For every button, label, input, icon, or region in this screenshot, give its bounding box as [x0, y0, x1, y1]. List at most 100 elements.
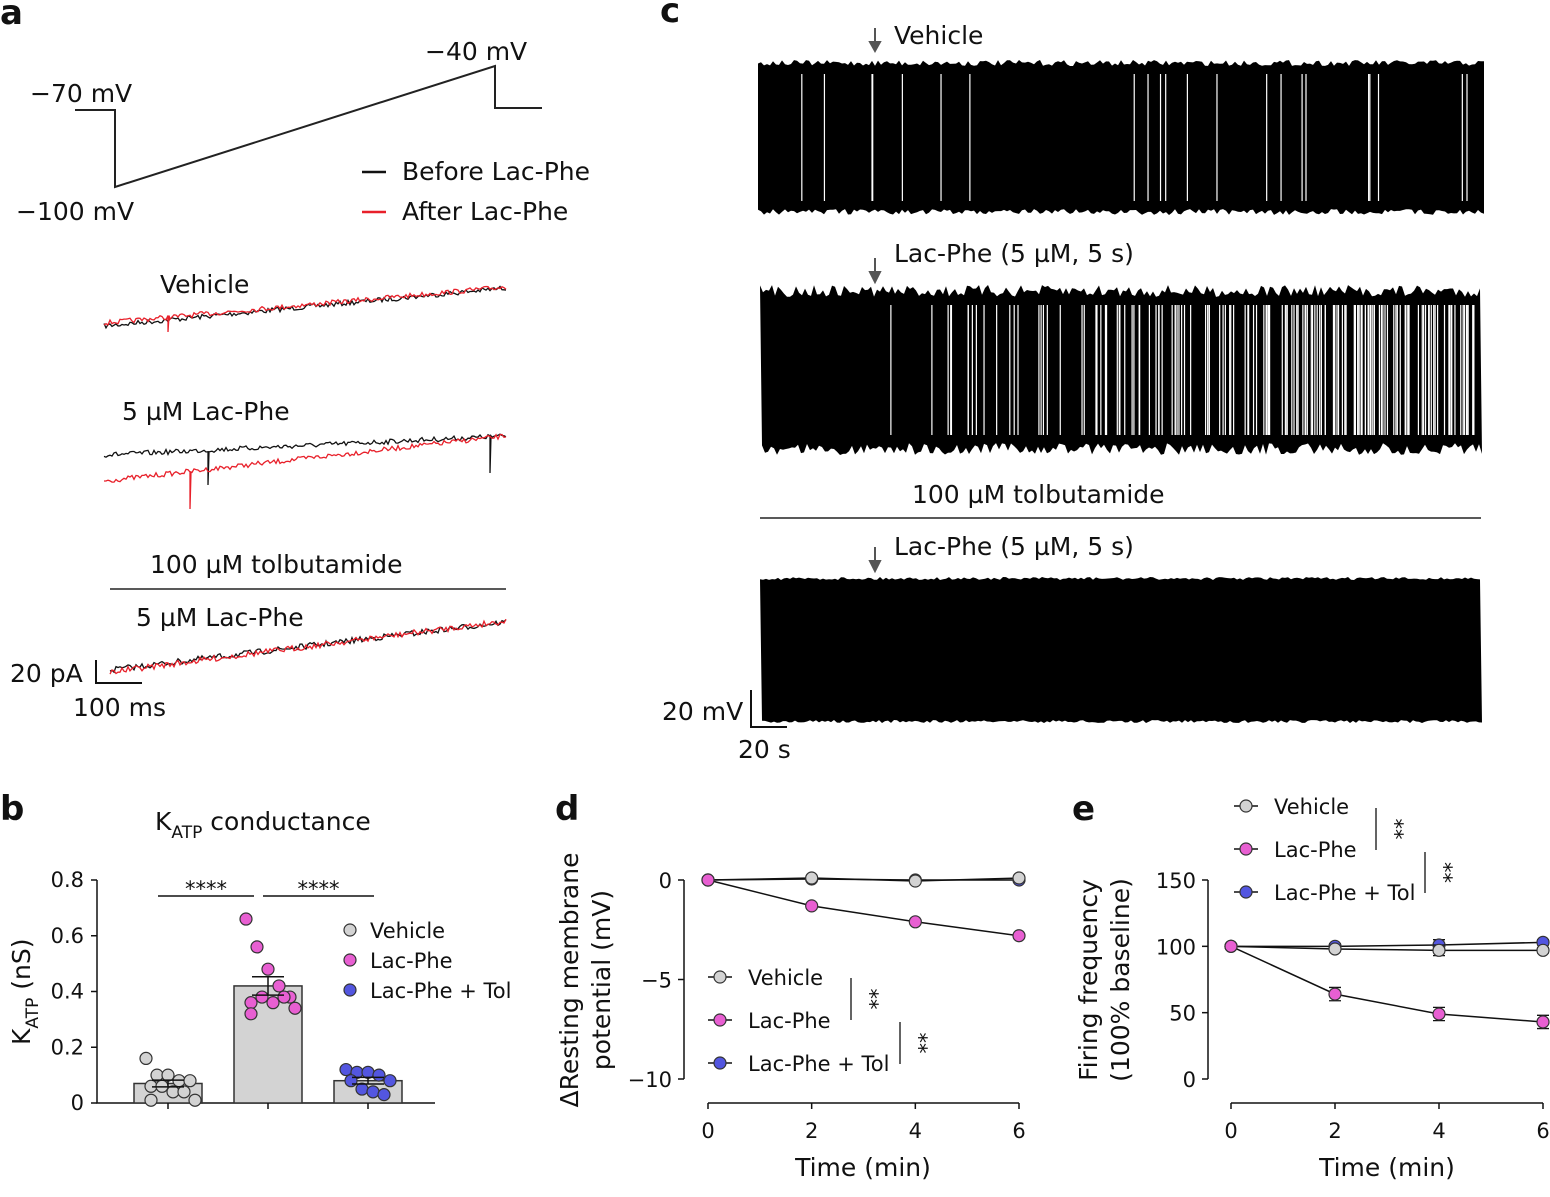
data-point	[239, 912, 253, 926]
y-tick-label: 150	[1156, 869, 1196, 893]
y-tick-label: −5	[641, 969, 672, 993]
data-point	[355, 1082, 369, 1096]
legend-label: Lac-Phe	[748, 1009, 831, 1033]
chart-d-ylabel-2: potential (mV)	[587, 890, 616, 1070]
chart-e-xlabel: Time (min)	[1318, 1153, 1455, 1182]
data-point	[139, 1051, 153, 1066]
trace-label-lacphe: 5 µM Lac-Phe	[122, 397, 290, 426]
data-point	[177, 1085, 191, 1099]
data-point	[908, 915, 922, 929]
panel-label-a: a	[0, 0, 23, 33]
c-label-vehicle: Vehicle	[894, 21, 983, 50]
panel-label-d: d	[555, 789, 579, 829]
series-line-1	[1230, 945, 1544, 1023]
x-tick-label: 0	[1224, 1119, 1237, 1143]
c-label-lacphe-1: Lac-Phe (5 µM, 5 s)	[894, 239, 1134, 268]
significance-label: **	[858, 989, 882, 1010]
x-tick-label: 2	[805, 1119, 818, 1143]
error-bar	[352, 1076, 384, 1085]
chart-e-ylabel-1: Firing frequency	[1074, 879, 1103, 1081]
data-point	[288, 1001, 302, 1015]
legend-marker	[343, 983, 357, 997]
trace-c-vehicle	[758, 60, 1484, 215]
y-tick-label: 0.4	[51, 980, 84, 1004]
panel-label-c: c	[660, 0, 680, 31]
y-tick-label: 0.6	[51, 924, 84, 948]
error-bar	[152, 1079, 184, 1088]
legend-label: Vehicle	[748, 966, 823, 990]
data-point	[1536, 1015, 1550, 1029]
legend-marker	[1239, 799, 1253, 813]
data-point	[377, 1088, 391, 1102]
legend-label: Lac-Phe + Tol	[370, 979, 511, 1003]
legend-label: Vehicle	[1274, 795, 1349, 819]
c-label-tolbutamide: 100 µM tolbutamide	[912, 480, 1165, 509]
significance-label: **	[1432, 862, 1456, 883]
data-point	[244, 996, 258, 1010]
panel-c: Vehicle Lac-Phe (5 µM, 5 s) 100 µM tolbu…	[662, 21, 1484, 764]
trace-label-vehicle: Vehicle	[160, 270, 249, 299]
x-tick-label: 4	[909, 1119, 922, 1143]
data-point	[366, 1085, 380, 1099]
legend-before-label: Before Lac-Phe	[402, 157, 590, 186]
arrow-icon	[868, 28, 882, 574]
trace-c-lacphe	[760, 285, 1482, 455]
legend-marker	[713, 1056, 727, 1070]
trace-vehicle-after	[103, 285, 507, 333]
panel-b: KATP conductance KATP (nS) 0 0.2 0.4 0.6 0.8…	[7, 807, 511, 1115]
scale-bar-c	[750, 690, 787, 728]
y-tick-label: 50	[1169, 1002, 1196, 1026]
data-point	[1328, 942, 1342, 956]
data-point	[1224, 939, 1238, 953]
legend-marker	[713, 970, 727, 984]
trace-lacphe-before	[103, 433, 507, 486]
trace-c-tol	[760, 577, 1482, 723]
panel-label-e: e	[1072, 789, 1095, 829]
c-label-lacphe-2: Lac-Phe (5 µM, 5 s)	[894, 532, 1134, 561]
legend-label: Lac-Phe + Tol	[748, 1052, 889, 1076]
series-line-1	[707, 879, 1020, 937]
x-tick-label: 6	[1012, 1119, 1025, 1143]
data-point	[344, 1074, 358, 1088]
data-point	[250, 940, 264, 954]
scale-current-label: 20 pA	[10, 659, 83, 688]
y-tick-label: 0.8	[51, 868, 84, 892]
legend-marker	[713, 1013, 727, 1027]
scale-bar-a	[95, 660, 142, 684]
legend-marker	[343, 923, 357, 937]
protocol-hold-label: −70 mV	[30, 79, 132, 108]
significance-label: ****	[185, 877, 227, 901]
scale-time-label: 100 ms	[73, 693, 166, 722]
trace-lacphe-after	[104, 433, 507, 510]
data-point	[144, 1093, 158, 1107]
panel-d: ΔResting membrane potential (mV) Time (m…	[555, 853, 1026, 1182]
chart-d-xlabel: Time (min)	[794, 1153, 931, 1182]
data-point	[150, 1068, 164, 1082]
c-scale-voltage-label: 20 mV	[662, 697, 743, 726]
chart-b-title: KATP conductance	[155, 807, 371, 843]
data-point	[361, 1065, 375, 1079]
data-point	[805, 899, 819, 913]
y-tick-label: 0	[659, 869, 672, 893]
data-point	[272, 979, 286, 993]
legend-marker	[343, 953, 357, 967]
data-point	[1536, 943, 1550, 957]
data-point	[183, 1074, 197, 1088]
chart-b-ylabel: KATP (nS)	[7, 938, 43, 1045]
trace-label-lacphe-tol: 5 µM Lac-Phe	[136, 603, 304, 632]
x-tick-label: 4	[1432, 1119, 1445, 1143]
data-point	[161, 1068, 175, 1082]
data-point	[372, 1068, 386, 1082]
legend-label: Lac-Phe	[1274, 838, 1357, 862]
y-tick-label: −10	[628, 1068, 672, 1092]
data-point	[255, 990, 269, 1004]
x-tick-label: 2	[1328, 1119, 1341, 1143]
data-point	[261, 962, 275, 976]
data-point	[244, 1007, 258, 1021]
x-tick-label: 0	[701, 1119, 714, 1143]
voltage-protocol	[75, 64, 542, 189]
series-line-0	[707, 877, 1020, 882]
data-point	[805, 871, 819, 885]
protocol-high-label: −40 mV	[425, 37, 527, 66]
